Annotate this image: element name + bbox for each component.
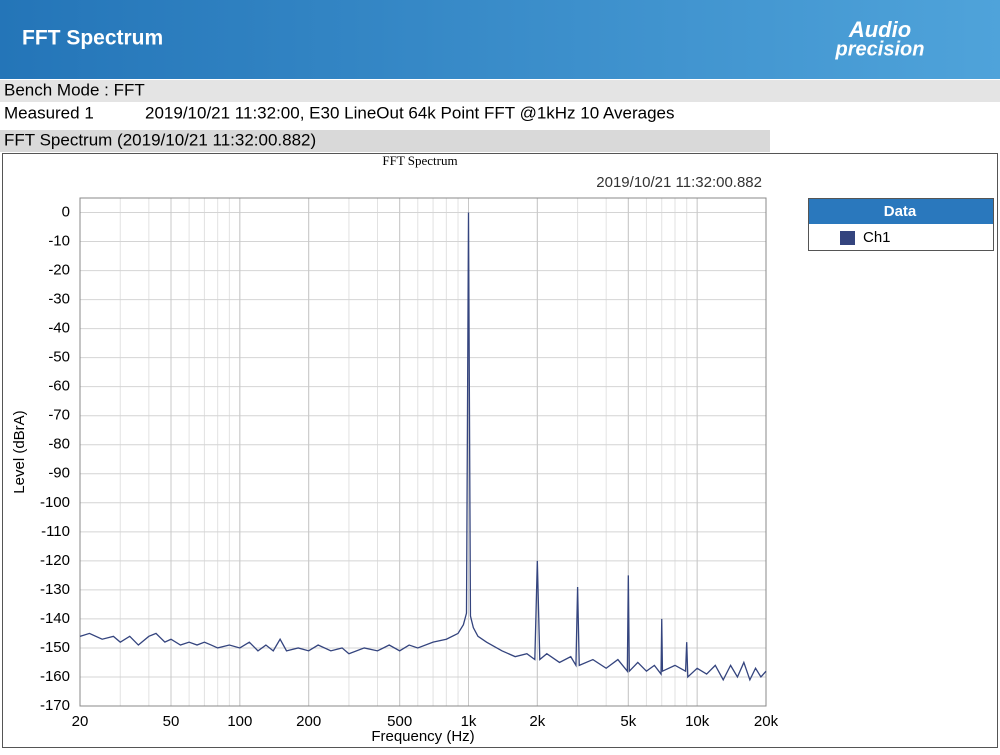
plot-area [80,198,766,706]
y-tick-label: -40 [48,320,70,337]
header-bar [0,0,1000,79]
y-tick-label: -110 [41,523,70,540]
section-title: FFT Spectrum (2019/10/21 11:32:00.882) [4,130,316,149]
x-tick-label: 500 [387,713,412,730]
y-tick-label: -10 [48,233,70,250]
y-tick-label: -70 [48,407,70,424]
section-bar [0,130,770,152]
x-tick-label: 20 [72,713,89,730]
x-tick-label: 10k [685,713,710,730]
legend-label: Ch1 [863,229,891,246]
y-tick-label: -100 [40,494,70,511]
bench-mode: Bench Mode : FFT [4,80,145,99]
header-title: FFT Spectrum [22,27,163,50]
x-tick-label: 200 [296,713,321,730]
legend-title: Data [884,203,917,220]
x-tick-label: 50 [163,713,180,730]
y-tick-label: -60 [48,378,70,395]
plot-border [79,197,767,707]
y-tick-label: -20 [48,262,70,279]
y-tick-label: 0 [62,203,70,220]
measured-text: 2019/10/21 11:32:00, E30 LineOut 64k Poi… [145,103,675,122]
y-tick-label: -90 [48,465,70,482]
logo: Audio [848,17,911,42]
series-line [79,212,767,682]
legend: Data Ch1 [808,198,994,251]
bench-row [0,80,1000,102]
y-tick-label: -30 [48,291,70,308]
y-tick-label: -80 [48,436,70,453]
y-axis-label: Level (dBrA) [11,410,28,493]
x-tick-label: 20k [754,713,779,730]
legend-swatch [840,231,855,245]
y-tick-label: -130 [40,581,70,598]
x-tick-label: 2k [529,713,545,730]
y-tick-label: -50 [48,349,70,366]
y-tick-label: -150 [40,639,70,656]
y-tick-label: -170 [40,697,70,714]
y-tick-label: -160 [40,668,70,685]
x-tick-label: 100 [227,713,252,730]
x-tick-label: 1k [461,713,477,730]
chart-title: FFT Spectrum [382,153,457,168]
y-tick-label: -140 [40,610,70,627]
logo: precision [835,38,925,60]
x-tick-label: 5k [620,713,636,730]
y-tick-label: -120 [40,552,70,569]
chart-subtitle: 2019/10/21 11:32:00.882 [596,174,762,191]
measured-label: Measured 1 [4,103,94,122]
legend-header [809,199,993,224]
x-axis-label: Frequency (Hz) [371,728,474,745]
